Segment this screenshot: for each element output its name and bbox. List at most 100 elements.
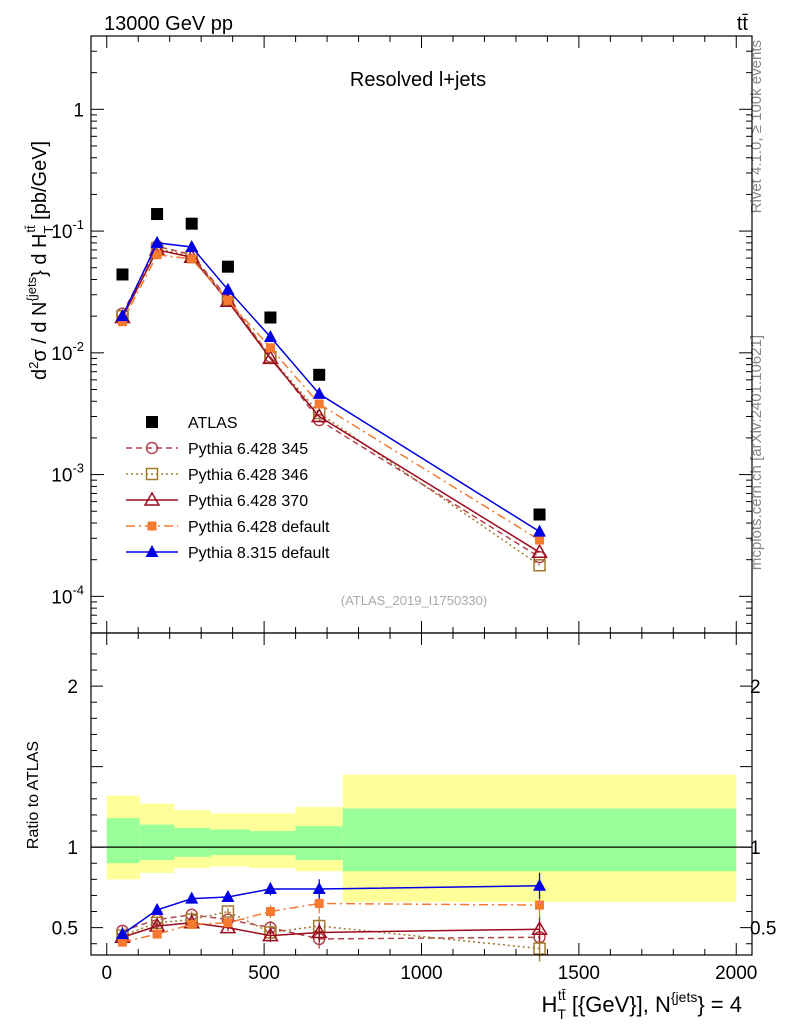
ratio-series-p6def xyxy=(117,892,545,947)
series-p6def xyxy=(117,250,545,545)
legend-item-p370: Pythia 6.428 370 xyxy=(126,491,308,510)
ratio-point-p8def xyxy=(115,927,129,940)
ratio-series-group xyxy=(114,872,548,962)
main-y-tick-label: 10-1 xyxy=(51,217,84,243)
ratio-point-p6def xyxy=(223,918,233,928)
svg-text:d2σ / d N{jets} d HTtt̄ [pb/Ge: d2σ / d N{jets} d HTtt̄ [pb/GeV] xyxy=(23,141,56,380)
band-inner xyxy=(139,824,175,861)
ratio-y-tick-label-left: 2 xyxy=(67,677,78,698)
ratio-point-p6def xyxy=(117,937,127,947)
ratio-point-p6def xyxy=(152,929,162,939)
band-inner xyxy=(210,829,250,856)
ratio-y-tick-label-right: 0.5 xyxy=(750,919,776,940)
data-point-atlas xyxy=(533,508,546,521)
data-point-p8def xyxy=(115,309,129,322)
energy-label: 13000 GeV pp xyxy=(104,13,233,35)
data-point-atlas xyxy=(221,260,234,273)
data-point-p370 xyxy=(310,408,328,423)
legend-marker-p346 xyxy=(145,467,159,481)
data-point-p370 xyxy=(262,349,279,365)
x-tick-label: 1500 xyxy=(558,963,600,984)
ratio-point-p8def xyxy=(533,878,547,891)
data-point-p6def xyxy=(314,399,324,409)
x-axis-label: HTtt̄ [{GeV}], N{jets} = 4 xyxy=(541,987,742,1022)
main-y-tick-label: 10-3 xyxy=(51,461,84,487)
x-tick-label: 0 xyxy=(101,963,112,984)
svg-text:HTtt̄ [{GeV}], N{jets} = 4: HTtt̄ [{GeV}], N{jets} = 4 xyxy=(541,987,742,1022)
analysis-watermark: (ATLAS_2019_I1750330) xyxy=(341,593,487,608)
ratio-point-p370 xyxy=(531,920,548,935)
series-line-p346 xyxy=(121,247,540,566)
plot-title: Resolved l+jets xyxy=(350,69,486,91)
ratio-point-p6def xyxy=(535,900,545,910)
data-point-p6def xyxy=(117,317,127,327)
main-series-group xyxy=(114,208,548,572)
legend-item-atlas: ATLAS xyxy=(146,415,238,432)
ratio-point-p8def xyxy=(221,890,235,903)
legend-label-p346: Pythia 6.428 346 xyxy=(188,467,308,484)
data-point-atlas xyxy=(313,368,326,381)
legend-label-p8def: Pythia 8.315 default xyxy=(188,545,330,562)
data-point-p370 xyxy=(531,543,548,559)
data-point-p6def xyxy=(187,254,197,264)
data-point-p8def xyxy=(185,239,199,252)
legend-marker-p6def xyxy=(147,521,157,531)
x-tick-label: 500 xyxy=(248,963,280,984)
data-point-p8def xyxy=(150,235,164,248)
legend-item-p8def: Pythia 8.315 default xyxy=(126,545,330,562)
ratio-y-tick-label-left: 0.5 xyxy=(52,919,78,940)
main-y-tick-label: 10-4 xyxy=(51,582,84,608)
series-line-p8def xyxy=(121,242,540,533)
legend-label-atlas: ATLAS xyxy=(188,415,238,432)
legend-label-p345: Pythia 6.428 345 xyxy=(188,441,308,458)
data-point-p346 xyxy=(533,559,546,572)
ratio-point-p370 xyxy=(310,923,328,939)
data-point-p6def xyxy=(535,535,545,545)
band-inner xyxy=(295,826,343,861)
main-y-axis-label: d2σ / d N{jets} d HTtt̄ [pb/GeV] xyxy=(23,141,56,380)
data-point-p6def xyxy=(152,250,162,260)
x-tick-label: 2000 xyxy=(715,963,757,984)
ratio-point-p6def xyxy=(314,898,324,908)
ratio-point-p370 xyxy=(262,927,279,942)
legend-label-p370: Pythia 6.428 370 xyxy=(188,493,308,510)
legend: ATLAS Pythia 6.428 345 Pythia 6.428 346 Pyt… xyxy=(126,415,330,562)
legend-marker-p8def xyxy=(145,545,159,557)
ratio-point-p8def xyxy=(263,881,277,894)
data-point-p8def xyxy=(312,386,326,399)
data-point-p6def xyxy=(265,343,275,353)
ratio-point-p8def xyxy=(312,881,326,894)
data-point-p8def xyxy=(533,524,547,537)
ratio-line-p370 xyxy=(122,922,540,939)
mcplots-label: mcplots.cern.ch [arXiv:2401.10621] xyxy=(748,335,765,570)
series-p346 xyxy=(116,242,546,572)
data-point-atlas xyxy=(116,268,129,281)
legend-marker-p370 xyxy=(143,491,161,506)
ratio-point-p6def xyxy=(187,919,197,929)
data-point-p8def xyxy=(263,329,277,342)
ratio-uncertainty-bands xyxy=(91,774,752,902)
legend-marker-p345 xyxy=(145,441,159,455)
ratio-point-p8def xyxy=(150,902,164,915)
series-p8def xyxy=(115,235,547,537)
process-label: tt̄ xyxy=(737,13,749,35)
ratio-y-tick-label-right: 2 xyxy=(750,677,761,698)
ratio-series-p8def xyxy=(115,872,547,940)
legend-label-p6def: Pythia 6.428 default xyxy=(188,519,330,536)
data-point-atlas xyxy=(151,208,164,221)
data-point-atlas xyxy=(185,217,198,230)
ratio-point-p346 xyxy=(221,905,235,918)
ratio-series-p346 xyxy=(116,905,546,962)
band-inner xyxy=(106,818,140,864)
data-point-atlas xyxy=(264,311,277,324)
band-inner xyxy=(342,808,737,872)
ratio-axes: 0.5 0.5 1 1 2 2 0 500 1000 1500 2000 xyxy=(52,632,776,984)
ratio-point-p346 xyxy=(533,942,546,955)
legend-item-p346: Pythia 6.428 346 xyxy=(126,467,308,484)
main-y-tick-label: 10-2 xyxy=(51,339,84,365)
ratio-point-p8def xyxy=(185,891,199,904)
main-y-tick-label: 1 xyxy=(73,100,84,121)
legend-item-p6def: Pythia 6.428 default xyxy=(126,519,330,536)
ratio-y-tick-label-right: 1 xyxy=(750,838,761,859)
